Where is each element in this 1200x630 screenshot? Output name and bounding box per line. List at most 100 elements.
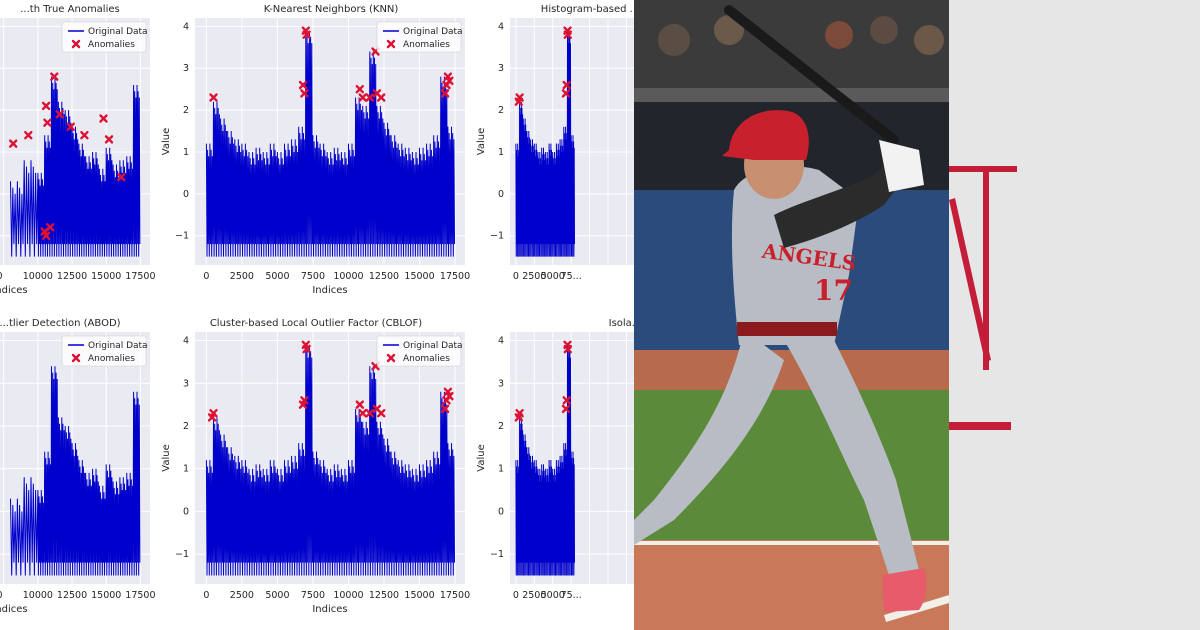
anomaly-marker-cross [355, 400, 364, 409]
anomaly-marker [561, 89, 571, 98]
batter-arm [774, 160, 909, 248]
anomaly-marker [99, 114, 108, 123]
y-tick-label: 0 [183, 189, 189, 200]
anomaly-marker-cross [41, 101, 51, 111]
y-tick-label: 1 [183, 464, 189, 475]
legend-box [376, 335, 462, 367]
letter-vertical-stroke [983, 166, 989, 370]
y-axis-label: Value [476, 128, 487, 155]
anomaly-marker [8, 139, 18, 148]
anomaly-marker-cross [104, 135, 114, 144]
series-line-original-data [515, 30, 575, 257]
anomaly-marker [377, 93, 386, 102]
y-tick-label: −1 [490, 231, 504, 242]
anomaly-marker [300, 89, 309, 98]
stadium-roof-beam [634, 88, 949, 102]
anomaly-marker [358, 93, 367, 102]
anomaly-marker [298, 80, 308, 90]
anomaly-marker [562, 80, 571, 90]
legend-swatch-marker [71, 39, 81, 49]
anomaly-marker [209, 93, 218, 102]
chart-title: Cluster-based Local Outlier Factor (CBLO… [210, 318, 422, 329]
chart-title: Histogram-based ... [541, 4, 634, 15]
x-tick-label: 17500 [125, 271, 155, 282]
anomaly-marker [358, 409, 367, 418]
x-axis-label: Indices [312, 604, 347, 615]
anomaly-marker-cross [41, 231, 51, 240]
series-line-original-data [10, 76, 141, 257]
y-tick-label: 4 [183, 21, 189, 32]
y-tick-label: −1 [175, 549, 189, 560]
anomaly-marker [365, 93, 374, 102]
y-tick-label: 2 [183, 105, 189, 116]
chart-title: Isola... [609, 318, 634, 329]
letter-diagonal-stroke [949, 198, 991, 362]
anomaly-marker [440, 89, 450, 98]
x-tick-label: 12500 [57, 271, 87, 282]
y-tick-label: 1 [498, 464, 504, 475]
anomaly-marker-cross [55, 110, 64, 119]
y-tick-label: 4 [498, 336, 504, 347]
legend-box [376, 21, 462, 53]
anomaly-marker-cross [440, 89, 450, 98]
baseball-batter-photo: ANGELS 17 [634, 0, 949, 630]
x-tick-label: 10000 [23, 590, 53, 601]
anomaly-marker [41, 231, 51, 240]
y-tick-label: 0 [498, 506, 504, 517]
anomaly-marker-cross [358, 409, 367, 418]
x-tick-label: 5000 [541, 590, 565, 601]
anomaly-marker [365, 409, 374, 418]
x-tick-label: 12500 [369, 590, 399, 601]
anomaly-marker-cross [355, 84, 364, 94]
x-tick-label: ...00 [0, 590, 3, 601]
series-line-original-data [515, 344, 575, 576]
anomaly-marker [209, 409, 218, 418]
y-tick-label: 2 [498, 105, 504, 116]
anomaly-marker-cross [8, 139, 18, 148]
y-tick-label: 3 [498, 63, 504, 74]
anomaly-marker [104, 135, 114, 144]
x-tick-label: 2500 [522, 590, 546, 601]
legend-swatch-marker [386, 353, 396, 363]
legend-box [61, 335, 147, 367]
anomaly-marker [117, 172, 126, 182]
anomaly-marker [563, 344, 572, 354]
anomaly-marker-cross [209, 93, 218, 102]
x-tick-label: 5000 [265, 590, 289, 601]
x-tick-label: 0 [513, 590, 519, 601]
y-tick-label: 4 [183, 336, 189, 347]
anomaly-marker [66, 122, 75, 132]
y-tick-label: 2 [183, 421, 189, 432]
y-tick-label: 3 [183, 378, 189, 389]
series-line-original-data [205, 344, 455, 576]
batter-gloves [879, 140, 924, 192]
legend-label: Original Data [403, 27, 463, 37]
anomaly-marker [80, 130, 89, 140]
legend-swatch-cross [386, 39, 396, 49]
x-tick-label: 0 [513, 271, 519, 282]
anomaly-marker [302, 344, 311, 354]
x-tick-label: 12500 [57, 590, 87, 601]
x-tick-label: 10000 [23, 271, 53, 282]
batting-helmet [722, 110, 809, 160]
anomaly-marker-cross [300, 89, 309, 98]
anomaly-marker-cross [50, 72, 59, 81]
anomaly-marker [440, 404, 450, 414]
y-axis-label: Value [161, 444, 172, 471]
anomaly-marker [562, 396, 571, 405]
x-tick-label: 15000 [91, 271, 121, 282]
y-tick-label: 3 [183, 63, 189, 74]
x-axis-label: Indices [0, 285, 28, 296]
anomaly-marker [355, 400, 364, 409]
anomaly-marker-cross [302, 344, 311, 354]
anomaly-marker [355, 84, 364, 94]
y-tick-label: 0 [498, 189, 504, 200]
anomaly-marker-cross [561, 404, 571, 414]
batter-back-leg [634, 330, 784, 545]
legend-box [61, 21, 147, 53]
x-tick-label: 15000 [91, 590, 121, 601]
anomaly-marker-cross [515, 93, 524, 102]
anomaly-marker-cross [445, 391, 454, 401]
x-tick-label: 2500 [230, 590, 254, 601]
